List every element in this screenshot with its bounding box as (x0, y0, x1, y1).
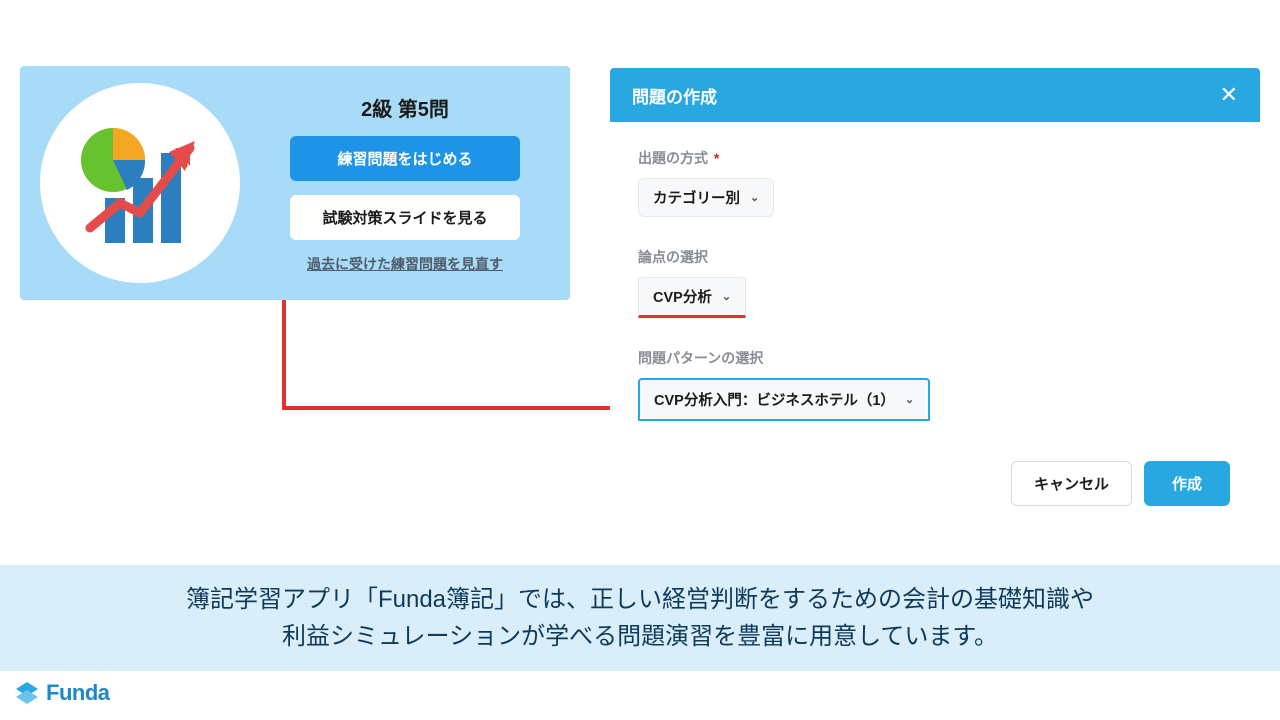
topic-value: CVP分析 (653, 286, 712, 307)
modal-header: 問題の作成 ✕ (610, 68, 1260, 122)
modal-footer: キャンセル 作成 (610, 451, 1260, 516)
pattern-label: 問題パターンの選択 (638, 348, 1232, 368)
format-dropdown[interactable]: カテゴリー別 ⌄ (638, 178, 774, 217)
card-title: 2級 第5問 (361, 93, 449, 122)
topic-dropdown[interactable]: CVP分析 ⌄ (638, 277, 746, 318)
pattern-value: CVP分析入門：ビジネスホテル（1） (654, 389, 895, 410)
modal-title: 問題の作成 (632, 83, 717, 108)
modal-body: 出題の方式 * カテゴリー別 ⌄ 論点の選択 CVP分析 ⌄ 問題パターンの選択… (610, 122, 1260, 451)
required-mark: * (714, 150, 719, 166)
practice-card: 2級 第5問 練習問題をはじめる 試験対策スライドを見る 過去に受けた練習問題を… (20, 66, 570, 300)
topic-field: 論点の選択 CVP分析 ⌄ (638, 247, 1232, 318)
bar-pie-chart-icon (65, 108, 215, 258)
chevron-down-icon: ⌄ (750, 191, 759, 204)
logo-text: Funda (46, 680, 110, 706)
pattern-field: 問題パターンの選択 CVP分析入門：ビジネスホテル（1） ⌄ (638, 348, 1232, 421)
format-field: 出題の方式 * カテゴリー別 ⌄ (638, 148, 1232, 217)
chevron-down-icon: ⌄ (905, 393, 914, 406)
topic-label: 論点の選択 (638, 247, 1232, 267)
banner-line-1: 簿記学習アプリ「Funda簿記」では、正しい経営判断をするための会計の基礎知識や (10, 581, 1270, 618)
chart-illustration (40, 83, 240, 283)
review-past-link[interactable]: 過去に受けた練習問題を見直す (307, 254, 503, 274)
banner-line-2: 利益シミュレーションが学べる問題演習を豊富に用意しています。 (10, 618, 1270, 655)
funda-logo-icon (14, 680, 40, 706)
format-label: 出題の方式 * (638, 148, 1232, 168)
card-actions: 2級 第5問 練習問題をはじめる 試験対策スライドを見る 過去に受けた練習問題を… (240, 93, 550, 274)
create-problem-modal: 問題の作成 ✕ 出題の方式 * カテゴリー別 ⌄ 論点の選択 CVP分析 ⌄ 問… (610, 68, 1260, 516)
format-label-text: 出題の方式 (638, 150, 708, 166)
create-button[interactable]: 作成 (1144, 461, 1230, 506)
start-practice-button[interactable]: 練習問題をはじめる (290, 136, 520, 181)
pattern-dropdown[interactable]: CVP分析入門：ビジネスホテル（1） ⌄ (638, 378, 930, 421)
cancel-button[interactable]: キャンセル (1011, 461, 1132, 506)
description-banner: 簿記学習アプリ「Funda簿記」では、正しい経営判断をするための会計の基礎知識や… (0, 565, 1280, 671)
view-slides-button[interactable]: 試験対策スライドを見る (290, 195, 520, 240)
brand-logo: Funda (14, 680, 110, 706)
chevron-down-icon: ⌄ (722, 290, 731, 303)
format-value: カテゴリー別 (653, 187, 740, 208)
pointer-arrow-icon (280, 300, 660, 430)
close-icon[interactable]: ✕ (1220, 82, 1238, 108)
